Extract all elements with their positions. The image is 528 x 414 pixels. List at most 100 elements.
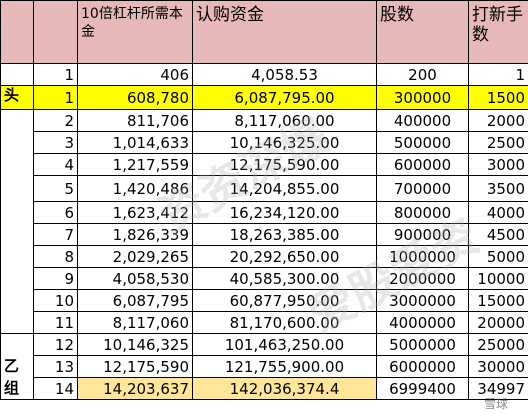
fund-cell: 20,292,650.00	[192, 245, 377, 268]
principal-cell: 4,058,530	[77, 267, 193, 290]
lots-cell: 5000	[468, 245, 528, 268]
lots-cell: 34997	[468, 377, 528, 400]
fund-cell: 18,263,385.00	[192, 223, 377, 246]
row-index: 3	[33, 131, 78, 154]
table-row: 4 1,217,559 12,175,590.00 600000 3000	[1, 153, 528, 176]
shares-cell: 3000000	[376, 289, 469, 312]
fund-cell: 81,170,600.00	[192, 311, 377, 334]
header-lots: 打新手数	[468, 0, 528, 64]
shares-cell: 4000000	[376, 311, 469, 334]
group-label-tou: 头	[0, 85, 34, 110]
row-index: 6	[33, 201, 78, 224]
table-row: 14 14,203,637 142,036,374.4 6999400 3499…	[1, 377, 528, 400]
header-shares: 股数	[376, 0, 469, 64]
principal-cell: 406	[77, 63, 193, 86]
table-row: 8 2,029,265 20,292,650.00 1000000 5000	[1, 245, 528, 268]
principal-cell: 12,175,590	[77, 355, 193, 378]
row-index: 12	[33, 333, 78, 356]
table-row: 13 12,175,590 121,755,900.00 6000000 300…	[1, 355, 528, 378]
principal-cell: 2,029,265	[77, 245, 193, 268]
table-row: 3 1,014,633 10,146,325.00 500000 2500	[1, 131, 528, 154]
table-row: 2 811,706 8,117,060.00 400000 2000	[0, 109, 528, 334]
table-row: 11 8,117,060 81,170,600.00 4000000 20000	[1, 311, 528, 334]
header-cell-group	[0, 0, 34, 64]
lots-cell: 3500	[468, 175, 528, 202]
shares-cell: 1000000	[376, 245, 469, 268]
shares-cell: 6000000	[376, 355, 469, 378]
lots-cell: 1	[468, 63, 528, 86]
header-cell-index	[33, 0, 78, 64]
lots-cell: 25000	[468, 333, 528, 356]
table-row: 1 406 4,058.53 200 1	[0, 63, 528, 86]
shares-cell: 400000	[376, 109, 469, 132]
principal-cell: 1,217,559	[77, 153, 193, 176]
lots-cell: 10000	[468, 267, 528, 290]
fund-cell: 101,463,250.00	[192, 333, 377, 356]
group-label-yi: 乙组	[0, 333, 34, 400]
table-row: 乙组 12 10,146,325 101,463,250.00 5000000 …	[0, 333, 528, 400]
table-row-highlighted: 头 1 608,780 6,087,795.00 300000 1500	[0, 85, 528, 110]
row-index: 9	[33, 267, 78, 290]
shares-cell: 200	[376, 63, 469, 86]
row-index: 13	[33, 355, 78, 378]
row-index: 11	[33, 311, 78, 334]
fund-cell: 12,175,590.00	[192, 153, 377, 176]
table-row: 9 4,058,530 40,585,300.00 2000000 10000	[1, 267, 528, 290]
row-index: 8	[33, 245, 78, 268]
shares-cell: 900000	[376, 223, 469, 246]
principal-cell: 6,087,795	[77, 289, 193, 312]
lots-cell: 2000	[468, 109, 528, 132]
fund-cell: 121,755,900.00	[192, 355, 377, 378]
principal-cell: 1,623,412	[77, 201, 193, 224]
lots-cell: 4000	[468, 201, 528, 224]
principal-cell: 1,420,486	[77, 175, 193, 202]
lots-cell: 20000	[468, 311, 528, 334]
lots-cell: 3000	[468, 153, 528, 176]
lots-cell: 1500	[468, 85, 528, 110]
row-index: 4	[33, 153, 78, 176]
header-row: 10倍杠杆所需本金 认购资金 股数 打新手数	[0, 0, 528, 64]
shares-cell: 5000000	[376, 333, 469, 356]
shares-cell: 2000000	[376, 267, 469, 290]
fund-cell: 16,234,120.00	[192, 201, 377, 224]
row-index: 14	[33, 377, 78, 400]
row-index: 1	[33, 63, 78, 86]
fund-cell: 60,877,950.00	[192, 289, 377, 312]
fund-cell: 10,146,325.00	[192, 131, 377, 154]
row-index: 10	[33, 289, 78, 312]
group-cell	[0, 63, 34, 86]
principal-cell: 608,780	[77, 85, 193, 110]
ipo-subscription-table: 10倍杠杆所需本金 认购资金 股数 打新手数 1 406 4,058.53 20…	[0, 0, 528, 400]
lots-cell: 2500	[468, 131, 528, 154]
principal-cell: 1,014,633	[77, 131, 193, 154]
table-row: 6 1,623,412 16,234,120.00 800000 4000	[1, 201, 528, 224]
lots-cell: 15000	[468, 289, 528, 312]
fund-cell: 6,087,795.00	[192, 85, 377, 110]
shares-cell: 500000	[376, 131, 469, 154]
row-index: 1	[33, 85, 78, 110]
lots-cell: 30000	[468, 355, 528, 378]
principal-cell: 10,146,325	[77, 333, 193, 356]
table-row: 7 1,826,339 18,263,385.00 900000 4500	[1, 223, 528, 246]
watermark-footer: 雪球	[483, 397, 508, 411]
fund-cell: 40,585,300.00	[192, 267, 377, 290]
fund-cell: 14,204,855.00	[192, 175, 377, 202]
group-cell	[0, 109, 34, 334]
principal-cell: 8,117,060	[77, 311, 193, 334]
row-index: 7	[33, 223, 78, 246]
principal-cell: 1,826,339	[77, 223, 193, 246]
lots-cell: 4500	[468, 223, 528, 246]
table-row: 5 1,420,486 14,204,855.00 700000 3500	[1, 175, 528, 202]
header-subscription-fund: 认购资金	[192, 0, 377, 64]
fund-cell: 8,117,060.00	[192, 109, 377, 132]
principal-cell: 14,203,637	[77, 377, 193, 400]
table-row: 10 6,087,795 60,877,950.00 3000000 15000	[1, 289, 528, 312]
principal-cell: 811,706	[77, 109, 193, 132]
row-index: 2	[33, 109, 78, 132]
shares-cell: 600000	[376, 153, 469, 176]
shares-cell: 6999400	[376, 377, 469, 400]
shares-cell: 700000	[376, 175, 469, 202]
shares-cell: 800000	[376, 201, 469, 224]
fund-cell: 4,058.53	[192, 63, 377, 86]
row-index: 5	[33, 175, 78, 202]
